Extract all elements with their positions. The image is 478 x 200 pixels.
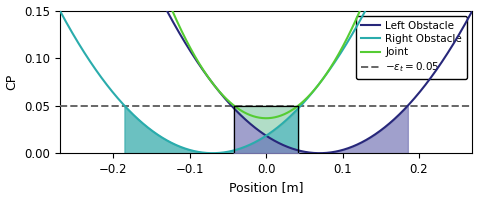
Left Obstacle [317,152,323,154]
Right Obstacle [78,46,84,48]
Line: Joint: Joint [60,0,472,118]
Y-axis label: CP: CP [6,74,19,90]
Left Obstacle [458,30,464,33]
Line: Left Obstacle: Left Obstacle [60,0,472,153]
Left Obstacle [247,122,252,124]
Joint [258,117,263,119]
X-axis label: Position [m]: Position [m] [229,181,304,194]
Left Obstacle [382,126,388,128]
Left Obstacle [457,31,463,33]
Right Obstacle [57,9,63,12]
Line: Right Obstacle: Right Obstacle [60,0,472,153]
Right Obstacle [258,138,263,140]
Legend: Left Obstacle, Right Obstacle, Joint, $-\epsilon_t = 0.05$: Left Obstacle, Right Obstacle, Joint, $-… [356,16,467,79]
Joint [263,117,269,119]
Right Obstacle [247,144,252,146]
Right Obstacle [210,152,216,154]
Left Obstacle [469,9,475,12]
Left Obstacle [258,131,263,133]
Joint [247,114,252,116]
